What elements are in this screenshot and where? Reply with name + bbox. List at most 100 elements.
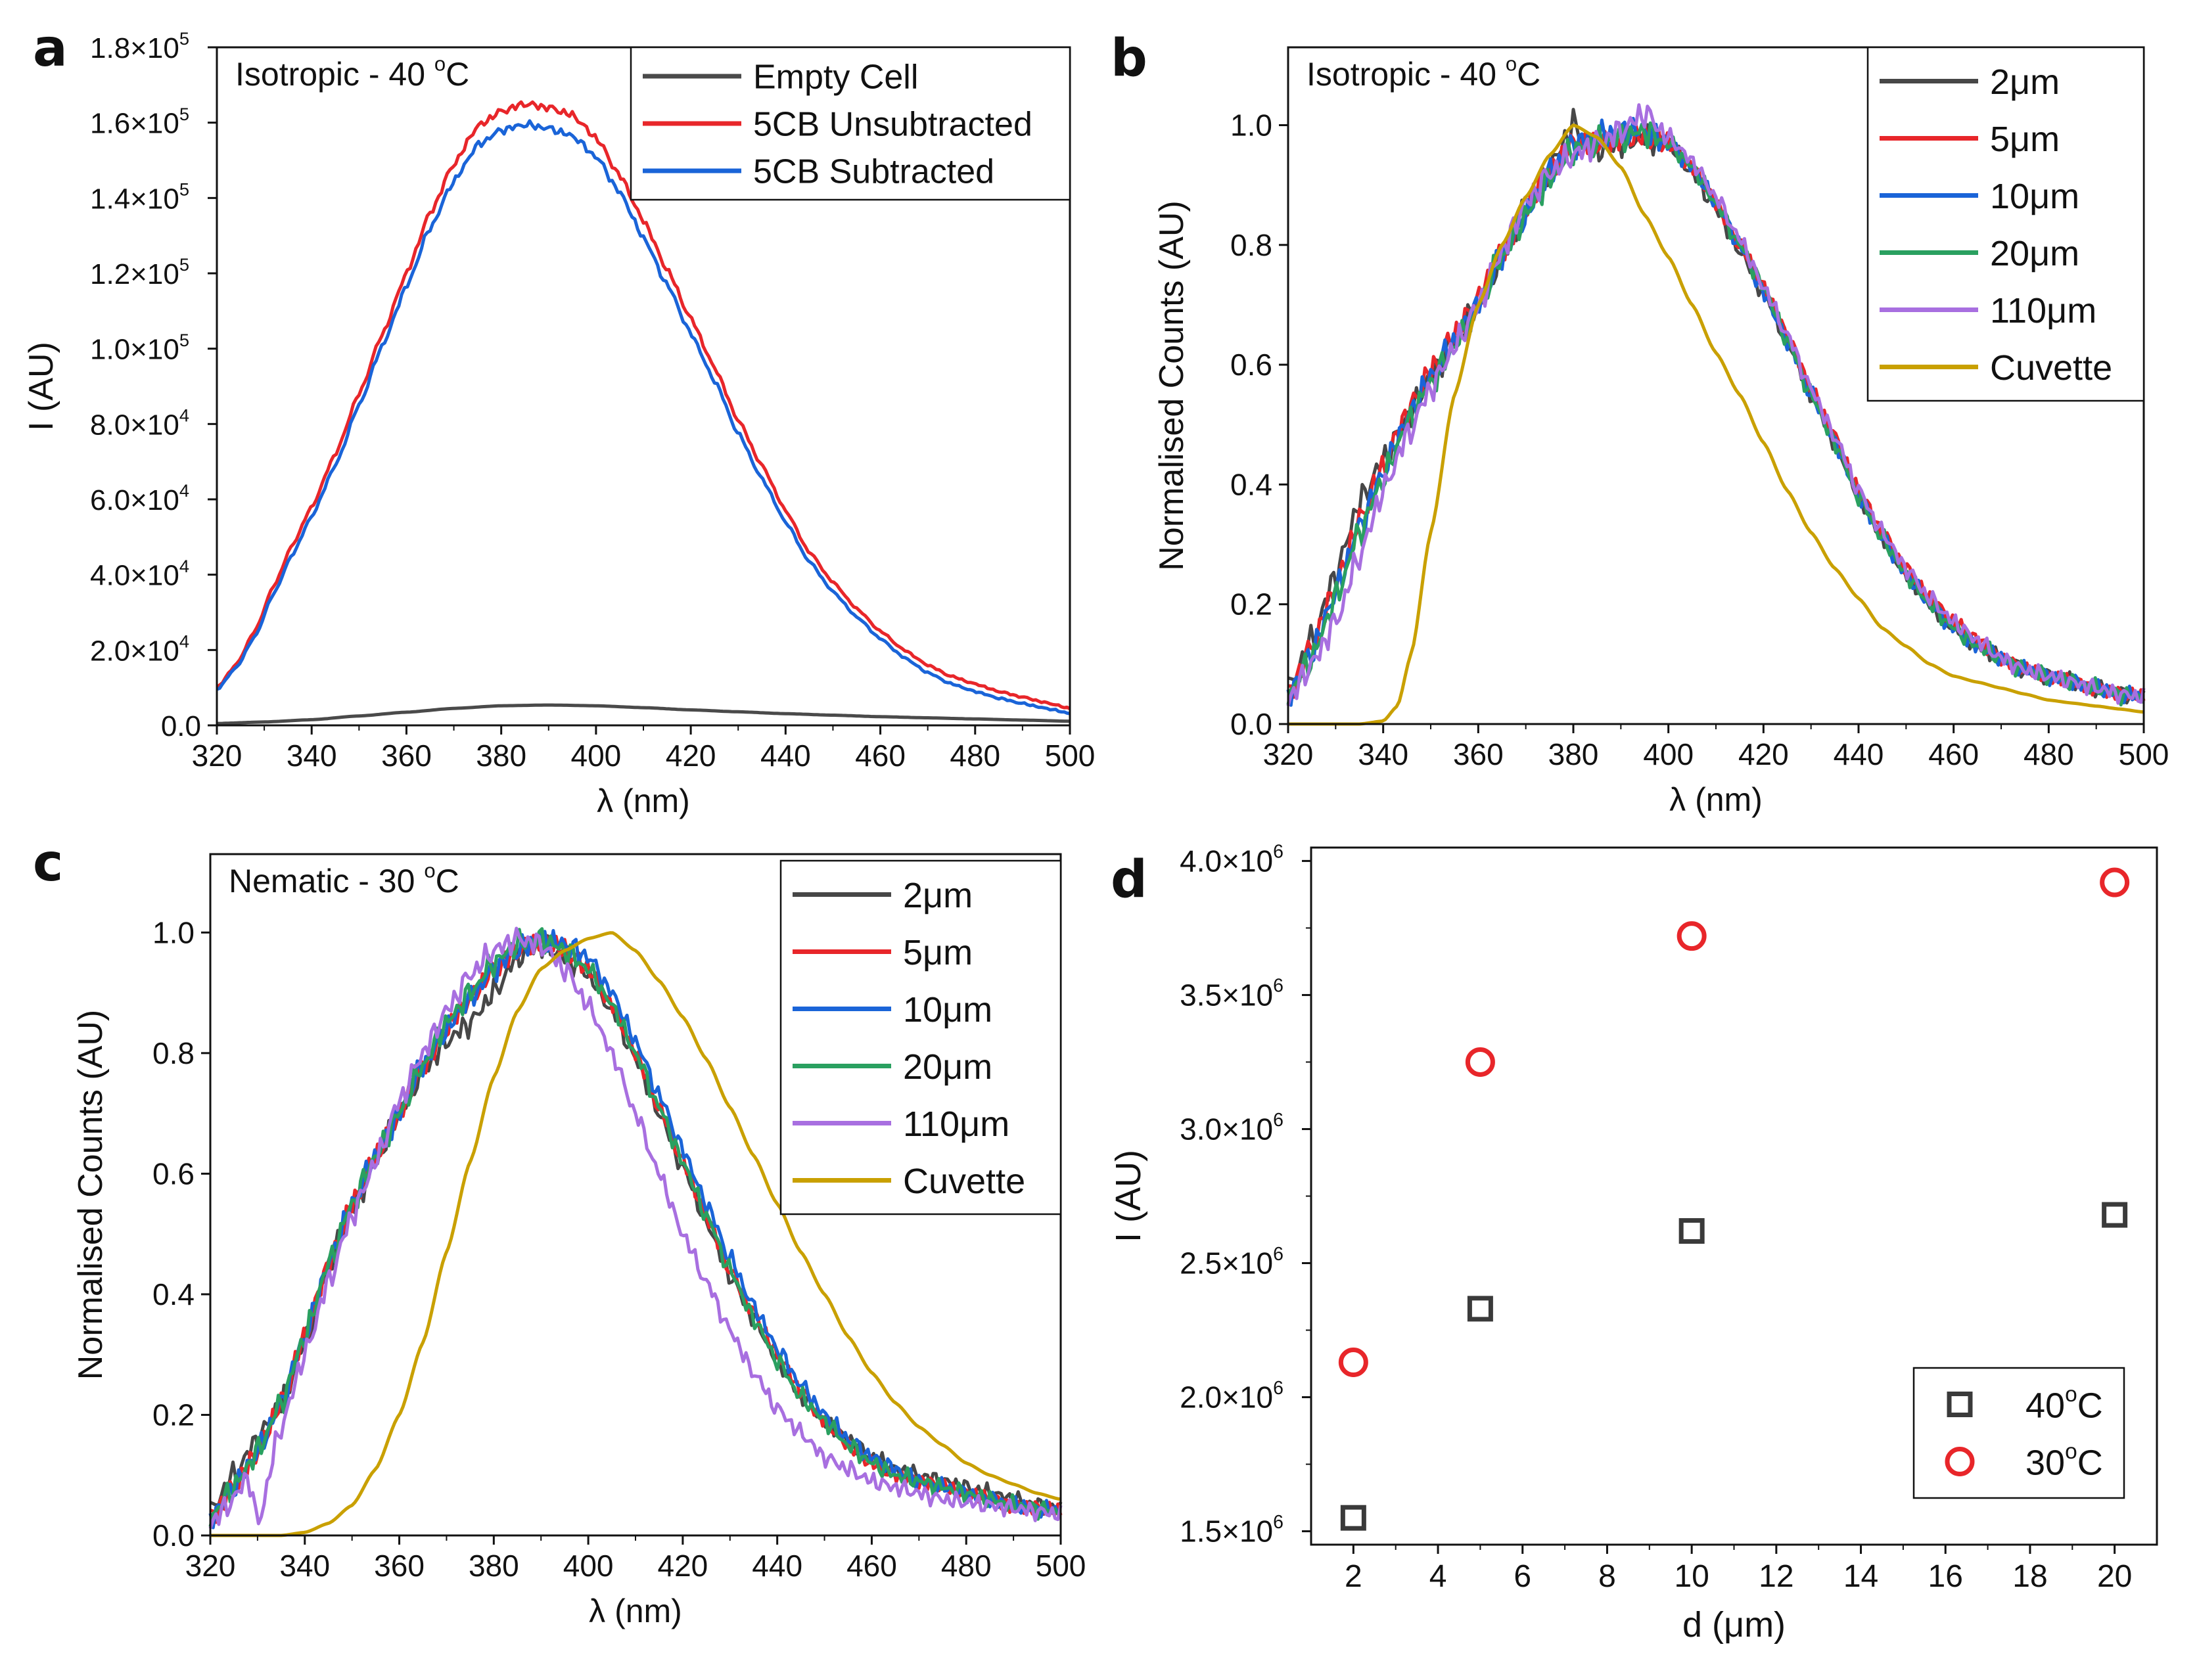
legend-label: 110μm <box>1990 291 2096 330</box>
y-tick-label: 4.0×106 <box>1180 842 1284 878</box>
x-tick-label: 420 <box>666 738 716 773</box>
panel-d: d2 4 6 8 10 12 14 16 18 201.5×1062.0×1062.5×1063.… <box>1109 842 2158 1645</box>
x-tick-label: 500 <box>2119 737 2169 771</box>
x-tick-label: 460 <box>846 1549 897 1583</box>
x-tick-label: 360 <box>381 738 432 773</box>
y-tick-label: 1.6×105 <box>90 104 189 140</box>
legend-marker-square <box>1947 1392 1973 1417</box>
y-tick-label-sup: 4 <box>179 405 189 426</box>
series-line-10m <box>208 928 1061 1530</box>
x-tick-label: 420 <box>1738 737 1789 771</box>
y-axis-label: Normalised Counts (AU) <box>72 1010 110 1380</box>
legend-label: Cuvette <box>903 1162 1025 1201</box>
legend-box <box>779 859 1062 1215</box>
y-tick-label: 0.4 <box>1230 467 1272 501</box>
x-tick-label: 380 <box>1548 737 1599 771</box>
series-line-110m <box>208 926 1063 1530</box>
x-tick-label: 480 <box>2024 737 2074 771</box>
y-tick-label: 1.0 <box>1230 108 1272 142</box>
y-tick-label: 0.2 <box>152 1397 195 1432</box>
legend-label-main: 30 <box>2025 1443 2065 1483</box>
y-tick-label: 8.0×104 <box>90 405 189 442</box>
y-tick-label: 3.0×106 <box>1180 1110 1284 1146</box>
x-tick-label: 400 <box>1643 737 1694 771</box>
series-line-EmptyCell <box>217 703 1071 725</box>
legend-marker-circle <box>1945 1447 1975 1476</box>
y-tick-label: 0.8 <box>1230 228 1272 262</box>
y-tick-label: 3.5×106 <box>1180 976 1284 1012</box>
annotation-label-tail: C <box>436 863 459 899</box>
x-tick-label: 12 <box>1759 1559 1793 1594</box>
x-tick-label: 320 <box>185 1549 236 1583</box>
legend-label: 40oC <box>2025 1382 2103 1425</box>
annotation-label-sup: o <box>424 859 435 882</box>
x-tick-label: 16 <box>1928 1559 1963 1594</box>
x-tick-label: 440 <box>752 1549 802 1583</box>
data-point-square <box>2102 1202 2128 1228</box>
data-point-circle <box>1677 921 1707 951</box>
y-tick-label: 1.0 <box>152 915 195 949</box>
y-tick-label: 6.0×104 <box>90 480 189 516</box>
x-tick-label: 320 <box>192 738 243 773</box>
y-tick-label: 0.0 <box>161 710 201 742</box>
panel-c: c 320 340 360 380 400 420 440 460 480 500 0.0 0.2 0.4… <box>33 834 1086 1629</box>
panel-letter-c: c <box>33 834 63 893</box>
y-tick-label-main: 2.5×10 <box>1180 1246 1273 1281</box>
y-tick-label-sup: 6 <box>1273 1244 1284 1265</box>
legend-label: 5CB Subtracted <box>753 153 994 191</box>
x-tick-label: 6 <box>1514 1559 1531 1594</box>
panel-a: a 320 340 360 380 400 420 440 460 480 500 0.0 2.0×10… <box>22 19 1095 819</box>
y-tick-label: 1.8×105 <box>90 28 189 64</box>
x-tick-label: 440 <box>1834 737 1884 771</box>
annotation-label: Nematic - 30 oC <box>229 859 459 900</box>
y-tick-label-sup: 6 <box>1273 1110 1284 1131</box>
y-axis-label: I (AU) <box>1109 1150 1148 1242</box>
x-axis-label: λ (nm) <box>597 783 690 819</box>
y-tick-label: 0.0 <box>1230 707 1272 741</box>
y-tick-label-main: 1.8×10 <box>90 32 179 64</box>
y-tick-label-main: 6.0×10 <box>90 484 179 516</box>
y-tick-label-main: 1.0×10 <box>90 334 179 366</box>
y-tick-label: 0.6 <box>152 1156 195 1191</box>
y-tick-label: 1.0×105 <box>90 330 189 366</box>
data-point-square <box>1340 1505 1366 1531</box>
y-tick-label: 2.0×106 <box>1180 1378 1284 1415</box>
x-axis-label: λ (nm) <box>589 1593 682 1629</box>
legend-label-main: 40 <box>2025 1386 2065 1426</box>
legend-label-sup: o <box>2065 1440 2077 1464</box>
y-tick-label-main: 2.0×10 <box>1180 1380 1273 1415</box>
data-point-circle <box>1465 1047 1495 1077</box>
series-line-110m <box>1286 103 2146 707</box>
y-tick-label-main: 4.0×10 <box>1180 844 1273 878</box>
x-tick-label: 460 <box>1928 737 1979 771</box>
y-tick-label: 0.6 <box>1230 348 1272 382</box>
x-tick-label: 480 <box>950 738 1000 773</box>
annotation-label-main: Nematic - 30 <box>229 863 424 899</box>
x-axis-label: d (μm) <box>1682 1605 1786 1645</box>
y-tick-label-main: 4.0×10 <box>90 560 179 592</box>
panel-letter-b: b <box>1111 29 1147 88</box>
y-tick-label-sup: 5 <box>179 28 189 49</box>
x-tick-label: 340 <box>287 738 337 773</box>
x-tick-label: 500 <box>1036 1549 1086 1583</box>
legend-label: 20μm <box>903 1047 992 1087</box>
y-tick-label-main: 1.4×10 <box>90 183 179 215</box>
y-tick-label: 1.2×105 <box>90 254 189 290</box>
legend-box <box>1866 46 2145 402</box>
legend-box <box>1912 1367 2125 1499</box>
x-tick-label: 10 <box>1674 1559 1709 1594</box>
x-tick-label: 360 <box>374 1549 425 1583</box>
y-tick-label: 0.0 <box>152 1518 195 1553</box>
annotation-label-sup: o <box>434 53 446 76</box>
y-axis-label: I (AU) <box>22 342 60 431</box>
y-tick-label-sup: 5 <box>179 179 189 200</box>
y-tick-label: 1.4×105 <box>90 179 189 216</box>
x-tick-label: 460 <box>855 738 906 773</box>
x-tick-label: 380 <box>476 738 526 773</box>
y-tick-label-sup: 4 <box>179 556 189 576</box>
legend-label: 2μm <box>1990 62 2060 102</box>
annotation-label-sup: o <box>1506 53 1517 76</box>
y-tick-label: 2.5×106 <box>1180 1244 1284 1281</box>
legend-label: Empty Cell <box>753 58 918 97</box>
